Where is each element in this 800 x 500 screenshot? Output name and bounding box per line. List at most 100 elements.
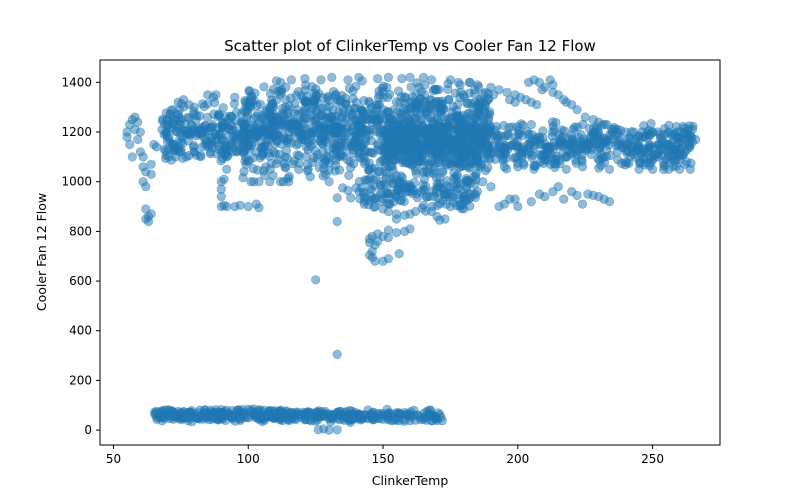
scatter-point <box>585 132 596 142</box>
scatter-point <box>391 214 402 224</box>
scatter-point <box>373 73 383 84</box>
scatter-point <box>370 256 380 266</box>
scatter-point <box>332 94 342 105</box>
scatter-point <box>146 169 156 179</box>
scatter-point <box>297 129 307 140</box>
scatter-point <box>200 121 210 131</box>
scatter-point <box>437 416 447 426</box>
scatter-point <box>133 117 143 127</box>
scatter-point <box>394 86 404 96</box>
scatter-point <box>276 77 286 87</box>
scatter-point <box>580 112 590 122</box>
scatter-point <box>362 176 372 186</box>
scatter-point <box>181 152 191 162</box>
scatter-point <box>146 159 156 169</box>
scatter-point <box>374 86 384 96</box>
scatter-point <box>430 105 440 115</box>
scatter-point <box>243 156 253 166</box>
scatter-point <box>483 123 493 133</box>
scatter-point <box>178 138 188 149</box>
scatter-point <box>239 167 249 177</box>
scatter-point <box>324 130 335 140</box>
scatter-point <box>513 201 523 212</box>
scatter-point <box>570 122 580 132</box>
scatter-point <box>195 111 205 121</box>
scatter-point <box>647 142 657 152</box>
scatter-point <box>240 128 251 138</box>
scatter-point <box>492 131 502 141</box>
scatter-point <box>472 187 483 197</box>
scatter-point <box>427 157 437 168</box>
scatter-point <box>239 106 249 116</box>
scatter-point <box>330 160 341 170</box>
scatter-point <box>630 152 641 162</box>
scatter-point <box>286 138 296 148</box>
scatter-point <box>453 77 464 87</box>
scatter-point <box>446 149 456 159</box>
scatter-point <box>594 117 604 127</box>
scatter-point <box>319 125 329 135</box>
scatter-point <box>257 151 267 161</box>
scatter-point <box>364 98 374 108</box>
scatter-point <box>179 407 189 417</box>
scatter-point <box>309 100 319 110</box>
scatter-point <box>418 185 429 195</box>
scatter-point <box>527 153 537 163</box>
x-axis: 50 100 150 200 250 <box>106 445 664 466</box>
scatter-point <box>532 100 542 110</box>
x-tick-label: 150 <box>372 452 395 466</box>
scatter-point <box>356 129 366 139</box>
scatter-point <box>187 406 197 416</box>
scatter-point <box>232 107 242 117</box>
scatter-point <box>577 141 588 152</box>
scatter-point <box>513 162 523 172</box>
scatter-point <box>383 254 394 264</box>
scatter-point <box>480 87 491 97</box>
scatter-point <box>159 144 169 154</box>
scatter-point <box>466 128 476 138</box>
scatter-point <box>333 126 343 136</box>
scatter-point <box>439 124 449 134</box>
scatter-point <box>633 141 643 151</box>
scatter-point <box>189 102 199 112</box>
scatter-point <box>428 117 438 127</box>
scatter-point <box>499 162 509 172</box>
scatter-point <box>559 194 569 204</box>
scatter-point <box>259 170 270 180</box>
scatter-point <box>293 86 304 97</box>
scatter-point <box>489 90 499 100</box>
plot-frame <box>99 59 721 446</box>
scatter-point <box>577 199 588 209</box>
scatter-point <box>510 97 520 107</box>
scatter-point <box>203 90 213 100</box>
scatter-point <box>464 77 474 87</box>
scatter-point <box>248 134 259 144</box>
scatter-point <box>398 132 408 142</box>
y-tick-label: 1000 <box>61 175 92 189</box>
scatter-point <box>442 176 452 186</box>
y-tick-label: 400 <box>69 324 92 338</box>
scatter-point <box>620 160 630 170</box>
scatter-point <box>514 125 524 136</box>
scatter-point <box>425 405 436 415</box>
y-tick-label: 1200 <box>61 125 92 139</box>
scatter-point <box>141 182 151 192</box>
scatter-point <box>287 125 297 135</box>
scatter-point <box>383 72 394 82</box>
scatter-point <box>327 72 337 82</box>
scatter-point <box>602 119 612 130</box>
scatter-point <box>391 228 402 238</box>
scatter-point <box>395 183 405 193</box>
scatter-point <box>351 114 361 124</box>
scatter-point <box>305 172 315 182</box>
scatter-point <box>458 90 469 100</box>
scatter-point <box>279 110 289 120</box>
scatter-point <box>332 349 342 359</box>
scatter-point <box>371 116 381 126</box>
scatter-point <box>230 92 240 102</box>
scatter-point <box>383 206 394 217</box>
scatter-point <box>418 200 429 210</box>
scatter-point <box>664 141 675 151</box>
scatter-point <box>284 177 294 187</box>
scatter-point <box>412 138 422 148</box>
